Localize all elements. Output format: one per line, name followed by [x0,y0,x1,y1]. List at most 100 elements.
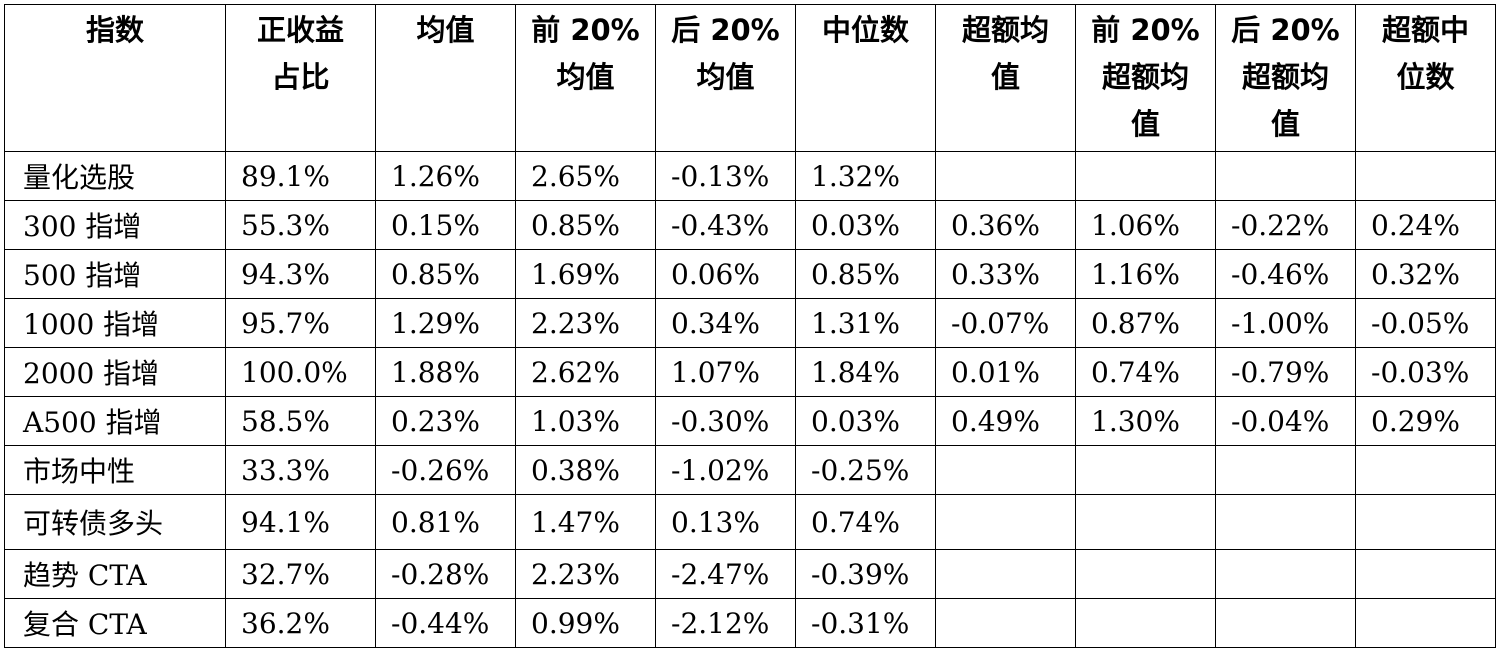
row-label: 1000 指增 [4,298,226,348]
cell: -0.25% [795,445,936,495]
empty-cell [935,598,1076,648]
row-label: 趋势 CTA [4,549,226,599]
cell: 1.31% [795,298,936,348]
cell: 2.65% [515,151,656,201]
table-row: 2000 指增 100.0% 1.88% 2.62% 1.07% 1.84% 0.01% 0.… [4,347,1496,397]
header-line: 中位数 [821,13,909,47]
cell: 0.87% [1075,298,1216,348]
row-label: 可转债多头 [4,494,226,550]
header-row: 指数 正收益 占比 均值前 20% 均值后 20% 均值 中位数 超额均值前 20% 超额均值后… [4,4,1496,152]
empty-cell [1075,598,1216,648]
header-line: 占比 [271,60,330,94]
empty-cell [1355,494,1496,550]
table-row: 趋势 CTA 32.7% -0.28% 2.23% -2.47% -0.39% [4,549,1496,599]
table-row: 复合 CTA 36.2% -0.44% 0.99% -2.12% -0.31% [4,598,1496,648]
cell: 1.03% [515,396,656,446]
header-line: 超额中 [1381,13,1469,47]
cell: 94.3% [225,249,376,299]
header-line: 均值 [556,60,615,94]
header-cell: 中位数 [795,4,936,152]
table-row: 500 指增 94.3% 0.85% 1.69% 0.06% 0.85% 0.33% 1.16… [4,249,1496,299]
cell: 36.2% [225,598,376,648]
header-cell: 后 20% 均值 [655,4,796,152]
empty-cell [1215,151,1356,201]
cell: 1.88% [375,347,516,397]
header-line: 均值 [696,60,755,94]
cell: 58.5% [225,396,376,446]
empty-cell [935,445,1076,495]
cell: -0.43% [655,200,796,250]
cell: 0.34% [655,298,796,348]
cell: -0.13% [655,151,796,201]
cell: 55.3% [225,200,376,250]
header-cell: 指数 [4,4,226,152]
cell: -0.44% [375,598,516,648]
cell: -2.47% [655,549,796,599]
row-label: 300 指增 [4,200,226,250]
row-label: 量化选股 [4,151,226,201]
table-row: 1000 指增 95.7% 1.29% 2.23% 0.34% 1.31% -0.07% 0.… [4,298,1496,348]
cell: 1.26% [375,151,516,201]
cell: 1.32% [795,151,936,201]
header-line: 超额均 [961,13,1049,47]
cell: 0.85% [515,200,656,250]
cell: -0.28% [375,549,516,599]
header-line: 后 20% [1231,13,1340,47]
cell: 0.24% [1355,200,1496,250]
cell: -0.05% [1355,298,1496,348]
empty-cell [935,549,1076,599]
header-line: 值 [1270,107,1300,141]
header-line: 前 20% [1091,13,1200,47]
cell: -0.79% [1215,347,1356,397]
header-line: 值 [1130,107,1160,141]
header-cell: 均值 [375,4,516,152]
cell: 0.99% [515,598,656,648]
cell: 0.36% [935,200,1076,250]
empty-cell [935,151,1076,201]
header-line: 指数 [85,13,144,47]
cell: 0.74% [795,494,936,550]
data-table: 指数 正收益 占比 均值前 20% 均值后 20% 均值 中位数 超额均值前 20% 超额均值后… [4,4,1496,648]
cell: 89.1% [225,151,376,201]
header-line: 位数 [1396,60,1455,94]
cell: 0.38% [515,445,656,495]
cell: 1.69% [515,249,656,299]
cell: 2.62% [515,347,656,397]
row-label: 复合 CTA [4,598,226,648]
table-row: 量化选股 89.1% 1.26% 2.65% -0.13% 1.32% [4,151,1496,201]
table-row: 300 指增 55.3% 0.15% 0.85% -0.43% 0.03% 0.36% 1.0… [4,200,1496,250]
cell: -0.31% [795,598,936,648]
cell: 1.29% [375,298,516,348]
empty-cell [1215,445,1356,495]
cell: 33.3% [225,445,376,495]
empty-cell [1355,549,1496,599]
row-label: 500 指增 [4,249,226,299]
cell: 0.49% [935,396,1076,446]
header-cell: 超额均值 [935,4,1076,152]
cell: 0.85% [795,249,936,299]
cell: 1.06% [1075,200,1216,250]
cell: 2.23% [515,549,656,599]
cell: 100.0% [225,347,376,397]
row-label: A500 指增 [4,396,226,446]
cell: 0.33% [935,249,1076,299]
cell: -0.07% [935,298,1076,348]
header-line: 超额均 [1241,60,1329,94]
empty-cell [1215,549,1356,599]
cell: 0.32% [1355,249,1496,299]
cell: 0.03% [795,200,936,250]
cell: -1.02% [655,445,796,495]
cell: 0.06% [655,249,796,299]
empty-cell [1075,445,1216,495]
cell: -0.22% [1215,200,1356,250]
header-cell: 正收益 占比 [225,4,376,152]
cell: 0.85% [375,249,516,299]
cell: 2.23% [515,298,656,348]
cell: 1.07% [655,347,796,397]
cell: -2.12% [655,598,796,648]
header-cell: 后 20% 超额均值 [1215,4,1356,152]
cell: -0.46% [1215,249,1356,299]
cell: 0.13% [655,494,796,550]
cell: 0.15% [375,200,516,250]
empty-cell [1215,598,1356,648]
